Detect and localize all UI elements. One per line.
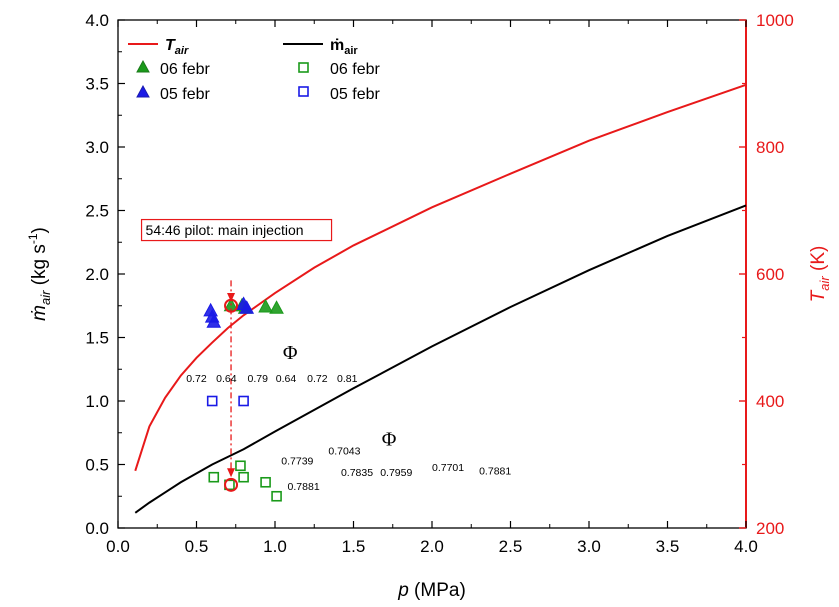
y-left-tick-label: 0.5 <box>85 456 109 475</box>
data-point-square <box>206 395 218 407</box>
x-tick-label: 2.5 <box>499 537 523 556</box>
phi-value-lower: 0.7881 <box>479 466 511 478</box>
data-point-square <box>238 395 249 407</box>
phi-value-lower: 0.7959 <box>380 467 412 479</box>
y-right-tick-label: 200 <box>756 519 784 538</box>
data-point-triangle <box>258 298 273 313</box>
x-tick-label: 1.0 <box>263 537 287 556</box>
legend-title-m-air: ṁair <box>330 37 358 57</box>
y-right-axis-ticks: 200 400 600 800 1000 <box>739 11 794 538</box>
legend-label-05-febr-triangle: 05 febr <box>160 86 210 103</box>
legend-label-05-febr-square: 05 febr <box>330 86 380 103</box>
legend-marker-triangle-blue <box>136 84 150 98</box>
phi-value-upper: 0.64 <box>276 373 297 385</box>
plot-frame <box>117 19 747 529</box>
x-axis-title: p (MPa) <box>397 580 466 601</box>
legend-marker-square-blue <box>298 86 309 97</box>
phi-value-upper: 0.64 <box>216 373 237 385</box>
data-point-square <box>260 476 271 488</box>
phi-value-lower: 0.7043 <box>328 445 360 457</box>
y-left-tick-label: 2.0 <box>85 265 109 284</box>
y-left-axis-title: ṁair (kg s-1) <box>26 227 53 321</box>
series-line-1 <box>134 204 747 514</box>
x-tick-label: 0.0 <box>106 537 130 556</box>
legend-label-06-febr-triangle: 06 febr <box>160 61 210 78</box>
arrow-head <box>227 468 236 478</box>
phi-label: Φ <box>283 342 298 364</box>
data-point-triangle <box>239 300 255 314</box>
x-axis-ticks: 0.0 0.5 1.0 1.5 2.0 2.5 3.0 3.5 4.0 <box>106 20 758 556</box>
series-layer <box>134 83 747 514</box>
phi-value-upper: 0.79 <box>248 373 269 385</box>
legend-marker-triangle-green <box>136 59 150 73</box>
data-point-square <box>271 490 282 502</box>
highlight-circle <box>224 477 239 492</box>
y-left-tick-label: 2.5 <box>85 202 109 221</box>
annotation-box <box>140 218 333 242</box>
phi-value-upper: 0.72 <box>186 373 207 385</box>
phi-value-lower: 0.7881 <box>288 481 320 493</box>
series-line-0 <box>134 83 747 472</box>
phi-value-lower: 0.7739 <box>281 456 313 468</box>
data-point-square <box>208 471 220 483</box>
x-tick-label: 1.5 <box>342 537 366 556</box>
data-point-triangle <box>206 314 222 328</box>
phi-value-upper: 0.72 <box>307 373 328 385</box>
arrow-head-upper <box>227 292 236 302</box>
data-point-triangle <box>269 300 284 314</box>
annotation-layer: 54:46 pilot: main injection Φ Φ 0.72 0.64 0.7… <box>140 218 511 493</box>
legend-label-06-febr-square: 06 febr <box>330 61 380 78</box>
y-right-axis-title: Tair (K) <box>808 246 832 303</box>
legend-marker-square-green <box>298 62 309 73</box>
y-right-tick-label: 400 <box>756 392 784 411</box>
y-left-tick-label: 3.5 <box>85 75 109 94</box>
data-point-square <box>235 460 246 472</box>
y-left-tick-label: 0.0 <box>85 519 109 538</box>
x-tick-label: 3.5 <box>656 537 680 556</box>
x-tick-label: 4.0 <box>734 537 758 556</box>
y-left-tick-label: 1.0 <box>85 392 109 411</box>
x-tick-label: 0.5 <box>185 537 209 556</box>
y-right-tick-label: 1000 <box>756 11 794 30</box>
y-left-tick-label: 3.0 <box>85 138 109 157</box>
legend: Tair 06 febr 05 febr ṁair 06 febr 05 feb… <box>128 37 380 103</box>
legend-title-t-air: Tair <box>165 37 189 57</box>
annotation-text: 54:46 pilot: main injection <box>146 222 304 238</box>
y-left-axis-ticks: 0.0 0.5 1.0 1.5 2.0 2.5 3.0 3.5 4.0 <box>85 11 125 538</box>
y-right-tick-label: 800 <box>756 138 784 157</box>
x-tick-label: 3.0 <box>577 537 601 556</box>
phi-label: Φ <box>382 428 397 450</box>
x-tick-label: 2.0 <box>420 537 444 556</box>
y-left-tick-label: 1.5 <box>85 329 109 348</box>
y-left-tick-label: 4.0 <box>85 11 109 30</box>
phi-value-upper: 0.81 <box>337 373 358 385</box>
data-point-square <box>238 471 249 483</box>
y-right-tick-label: 600 <box>756 265 784 284</box>
phi-value-lower: 0.7835 <box>341 467 373 479</box>
phi-value-lower: 0.7701 <box>432 462 464 474</box>
